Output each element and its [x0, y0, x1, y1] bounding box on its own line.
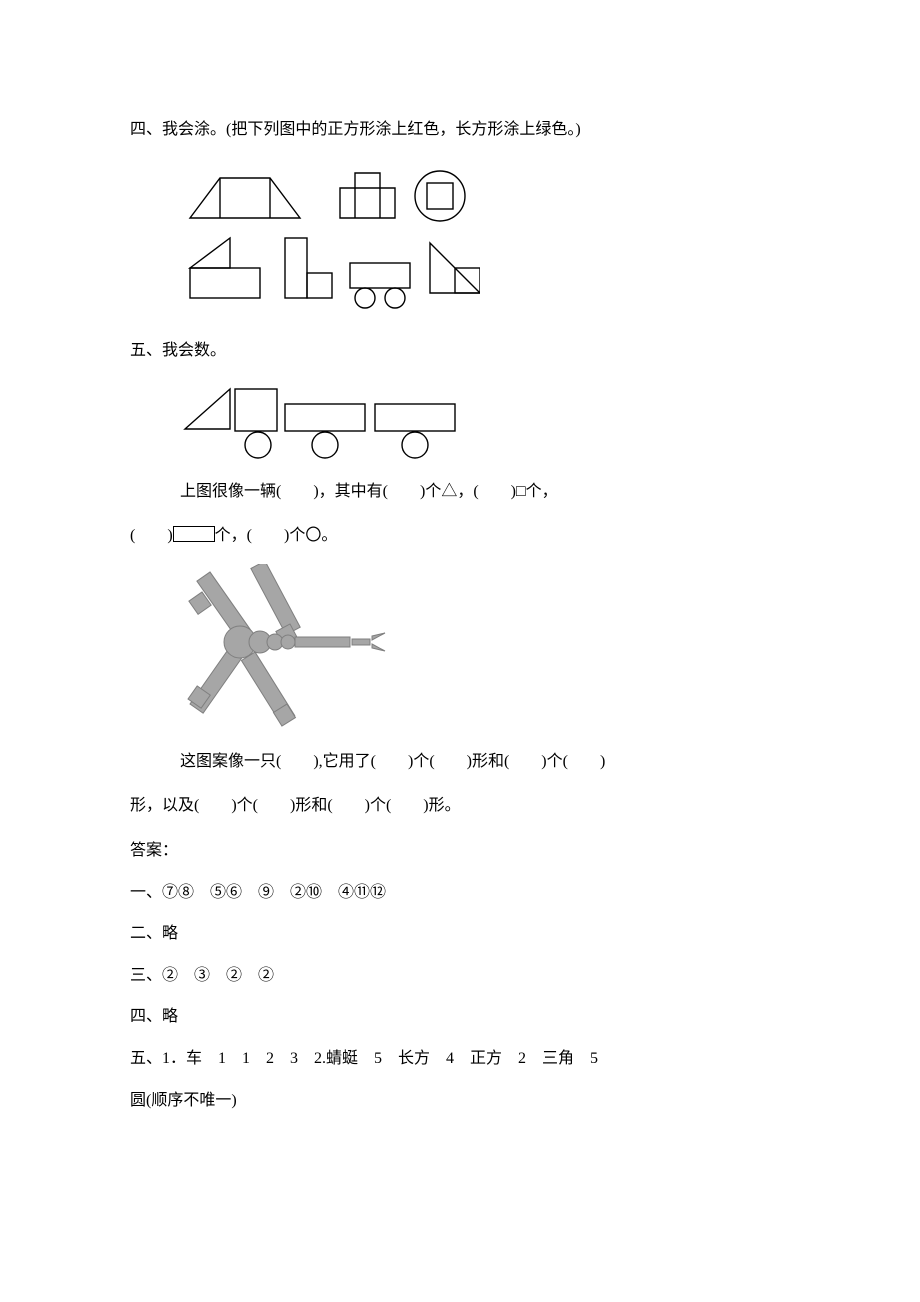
q5-title: 五、我会数。 — [130, 331, 790, 371]
q5-train-figure — [180, 379, 790, 464]
q5-dragonfly-figure — [180, 564, 790, 734]
answer-4: 四、略 — [130, 996, 790, 1038]
q4-shapes-svg — [180, 158, 480, 323]
q5-line2a: 这图案像一只( ),它用了( )个( )形和( )个( ) — [130, 742, 790, 782]
q5-line1b-prefix: ( ) — [130, 527, 173, 544]
q5-line1a: 上图很像一辆( )，其中有( )个△，( )□个， — [130, 472, 790, 512]
q5-line1b-suffix: 个，( )个〇。 — [215, 527, 338, 544]
rectangle-symbol — [173, 526, 215, 542]
q4-figure — [180, 158, 790, 323]
q5-line2b: 形，以及( )个( )形和( )个( )形。 — [130, 786, 790, 826]
q5-train-svg — [180, 379, 500, 464]
answers-heading: 答案： — [130, 830, 790, 872]
q4-title: 四、我会涂。(把下列图中的正方形涂上红色，长方形涂上绿色。) — [130, 110, 790, 150]
answer-5b: 圆(顺序不唯一) — [130, 1080, 790, 1122]
answer-1: 一、⑦⑧ ⑤⑥ ⑨ ②⑩ ④⑪⑫ — [130, 872, 790, 914]
answer-2: 二、略 — [130, 913, 790, 955]
q5-line1b: ( ) 个，( )个〇。 — [130, 516, 790, 556]
answer-3: 三、② ③ ② ② — [130, 955, 790, 997]
q5-dragonfly-svg — [180, 564, 410, 734]
answer-5: 五、1．车 1 1 2 3 2.蜻蜓 5 长方 4 正方 2 三角 5 — [130, 1038, 790, 1080]
